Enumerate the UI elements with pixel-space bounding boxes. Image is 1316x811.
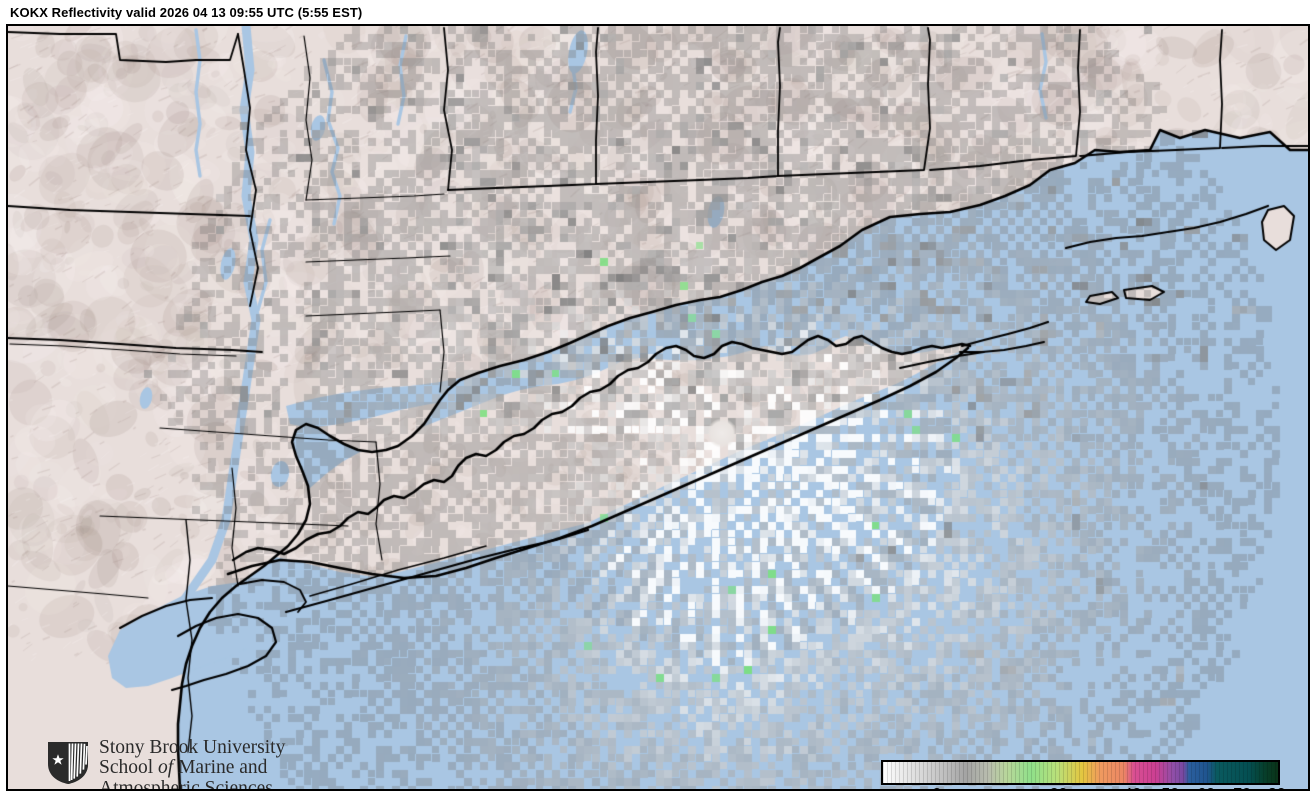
- map-frame: Stony Brook University School of Marine …: [6, 24, 1310, 791]
- colorbar-tick-50: 50: [1161, 786, 1179, 789]
- page-title: KOKX Reflectivity valid 2026 04 13 09:55…: [10, 4, 363, 20]
- colorbar-tick-80: 80: [1268, 786, 1286, 789]
- colorbar-tick-20: 20: [1050, 786, 1068, 789]
- colorbar-tick-0: 0: [932, 786, 941, 789]
- colorbar-tick-labels: 0 20 40 50 60 70 80: [881, 785, 1285, 789]
- colorbar-stripes: [883, 762, 1278, 783]
- colorbar-tick-60: 60: [1197, 786, 1215, 789]
- colorbar-bar: [881, 760, 1280, 785]
- colorbar-tick-40: 40: [1123, 786, 1141, 789]
- radar-map-canvas[interactable]: [8, 26, 1308, 789]
- colorbar-tick-70: 70: [1233, 786, 1251, 789]
- reflectivity-colorbar: 0 20 40 50 60 70 80: [881, 760, 1286, 789]
- title-bar: KOKX Reflectivity valid 2026 04 13 09:55…: [0, 0, 1316, 24]
- colorbar-gradient: [883, 762, 1278, 783]
